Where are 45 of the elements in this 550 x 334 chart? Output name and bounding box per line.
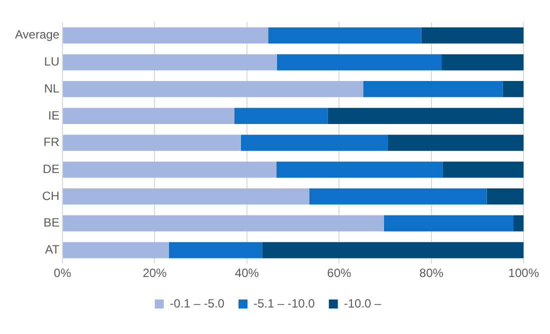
- bar: [276, 54, 442, 70]
- y-tick-label: NL: [44, 81, 60, 96]
- bar: [486, 188, 524, 205]
- bar: [363, 81, 503, 98]
- bar: [62, 242, 170, 258]
- bar: [309, 188, 487, 205]
- bar: [514, 215, 524, 232]
- bar: [388, 134, 524, 151]
- bar: [62, 54, 277, 70]
- bar: [502, 81, 524, 98]
- bar: [442, 54, 524, 70]
- bar: [240, 134, 388, 151]
- x-tick-label: 20%: [142, 266, 168, 280]
- bar: [62, 27, 268, 44]
- legend-label: -0.1 – -5.0: [170, 296, 225, 310]
- x-tick-label: 60%: [327, 266, 352, 280]
- bar: [234, 108, 328, 124]
- bar: [328, 108, 524, 124]
- legend-label: -5.1 – -10.0: [253, 296, 316, 310]
- x-tick-label: 40%: [234, 266, 260, 280]
- bar: [62, 188, 310, 205]
- x-tick-label: 80%: [419, 266, 444, 280]
- y-tick-label: FR: [43, 135, 60, 150]
- y-tick-label: LU: [44, 54, 60, 69]
- bar: [442, 162, 524, 178]
- legend-label: -10.0 –: [344, 296, 382, 310]
- y-tick-label: Average: [14, 28, 60, 42]
- bar: [62, 108, 234, 124]
- y-tick-label: DE: [42, 162, 60, 176]
- bar: [262, 242, 524, 258]
- x-tick-label: 0%: [54, 266, 72, 280]
- y-tick-label: CH: [42, 188, 60, 203]
- bar: [62, 215, 384, 232]
- y-tick-label: BE: [43, 216, 60, 230]
- bar: [268, 27, 422, 44]
- bar: [62, 81, 364, 98]
- bar: [421, 27, 524, 44]
- y-tick-label: IE: [48, 108, 60, 122]
- bar: [384, 215, 514, 232]
- x-tick-label: 100%: [508, 266, 540, 280]
- y-tick-label: AT: [45, 242, 60, 256]
- bar: [169, 242, 262, 258]
- bar: [62, 162, 276, 178]
- bar: [62, 134, 241, 151]
- bar: [276, 162, 443, 178]
